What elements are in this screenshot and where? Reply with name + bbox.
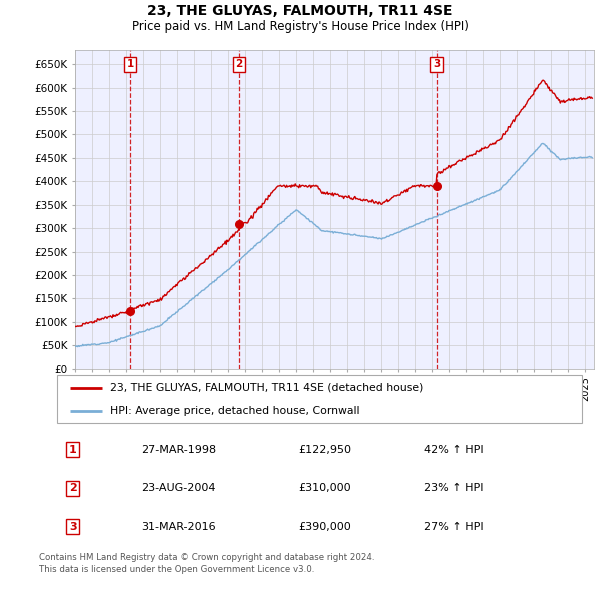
Text: £122,950: £122,950 xyxy=(299,444,352,454)
FancyBboxPatch shape xyxy=(57,375,582,423)
Text: 2: 2 xyxy=(236,59,243,69)
Text: Price paid vs. HM Land Registry's House Price Index (HPI): Price paid vs. HM Land Registry's House … xyxy=(131,20,469,33)
Text: 1: 1 xyxy=(69,444,77,454)
Text: 3: 3 xyxy=(433,59,440,69)
Text: 27-MAR-1998: 27-MAR-1998 xyxy=(141,444,216,454)
Text: HPI: Average price, detached house, Cornwall: HPI: Average price, detached house, Corn… xyxy=(110,406,359,416)
Text: 27% ↑ HPI: 27% ↑ HPI xyxy=(425,522,484,532)
Text: 31-MAR-2016: 31-MAR-2016 xyxy=(141,522,215,532)
Text: 23, THE GLUYAS, FALMOUTH, TR11 4SE: 23, THE GLUYAS, FALMOUTH, TR11 4SE xyxy=(147,4,453,18)
Text: 23, THE GLUYAS, FALMOUTH, TR11 4SE (detached house): 23, THE GLUYAS, FALMOUTH, TR11 4SE (deta… xyxy=(110,383,423,393)
Text: 42% ↑ HPI: 42% ↑ HPI xyxy=(425,444,484,454)
Text: 23% ↑ HPI: 23% ↑ HPI xyxy=(425,483,484,493)
Text: Contains HM Land Registry data © Crown copyright and database right 2024.
This d: Contains HM Land Registry data © Crown c… xyxy=(39,553,374,573)
Text: £390,000: £390,000 xyxy=(299,522,351,532)
Text: 1: 1 xyxy=(127,59,134,69)
Text: 2: 2 xyxy=(69,483,77,493)
Text: £310,000: £310,000 xyxy=(299,483,351,493)
Text: 23-AUG-2004: 23-AUG-2004 xyxy=(141,483,215,493)
Text: 3: 3 xyxy=(69,522,77,532)
